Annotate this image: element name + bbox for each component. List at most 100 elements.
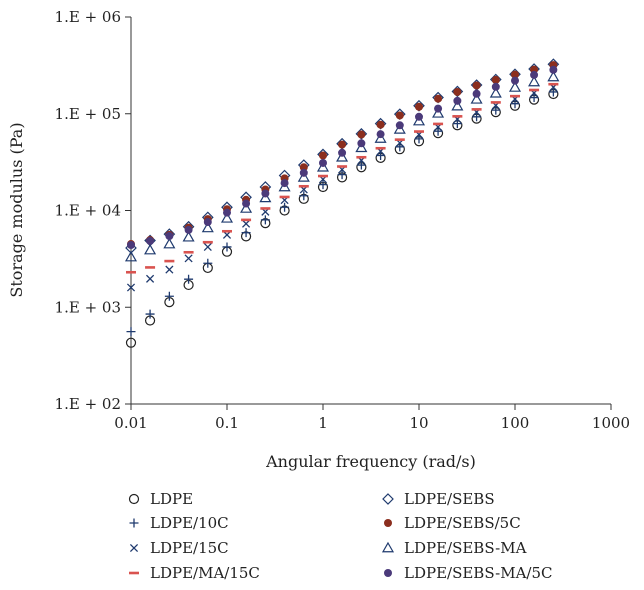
data-point xyxy=(510,94,520,98)
legend-label: LDPE/15C xyxy=(150,539,229,557)
data-point xyxy=(297,171,310,182)
data-point xyxy=(395,121,404,130)
data-series xyxy=(124,58,560,348)
data-point xyxy=(279,195,290,199)
legend-marker xyxy=(384,569,392,577)
data-point xyxy=(491,105,501,115)
y-ticks: 1.E + 02 1.E + 03 1.E + 04 1.E + 05 1.E + 06 xyxy=(55,8,131,413)
data-point xyxy=(203,242,212,252)
legend-item: LDPE/MA/15C xyxy=(129,564,260,582)
y-tick-label: 1.E + 04 xyxy=(55,202,121,220)
data-point xyxy=(165,265,174,274)
data-point xyxy=(146,236,155,245)
data-point xyxy=(415,102,423,111)
data-point xyxy=(376,130,385,139)
data-point xyxy=(356,160,366,170)
data-point xyxy=(375,146,386,150)
data-point xyxy=(355,127,368,140)
data-point xyxy=(145,309,155,319)
data-point xyxy=(433,122,444,126)
data-point xyxy=(491,82,500,91)
legend-item: LDPE/SEBS xyxy=(382,490,495,508)
y-tick-label: 1.E + 06 xyxy=(55,8,121,26)
data-point xyxy=(472,112,482,122)
data-point xyxy=(165,232,174,241)
data-point xyxy=(471,108,482,111)
data-point xyxy=(393,123,406,134)
data-point xyxy=(203,258,213,268)
data-point xyxy=(338,148,347,157)
data-point xyxy=(222,242,232,252)
legend-marker xyxy=(129,543,139,553)
data-point xyxy=(337,165,348,168)
legend-marker xyxy=(384,519,392,527)
data-point xyxy=(163,237,176,249)
data-point xyxy=(182,230,195,242)
legend-item: LDPE xyxy=(128,490,193,508)
data-point xyxy=(529,93,539,103)
data-point xyxy=(511,70,519,79)
data-point xyxy=(164,291,174,301)
legend-marker xyxy=(129,571,139,575)
data-point xyxy=(240,202,253,213)
data-point xyxy=(528,75,541,87)
data-point xyxy=(549,65,558,74)
legend: LDPE LDPE/10C LDPE/15C LDPE/MA/15C LDPE/SEBS… xyxy=(128,490,553,582)
data-point xyxy=(453,96,462,105)
data-point xyxy=(319,151,327,160)
data-point xyxy=(144,243,157,255)
data-point xyxy=(184,225,193,234)
legend-label: LDPE/SEBS-MA/5C xyxy=(404,564,553,582)
series-ldpe-ma-15c xyxy=(126,82,559,274)
data-point xyxy=(241,228,251,238)
data-point xyxy=(164,259,175,263)
data-point xyxy=(318,174,328,178)
data-point xyxy=(374,132,387,143)
data-point xyxy=(548,82,559,86)
data-point xyxy=(242,199,251,208)
data-point xyxy=(222,229,232,233)
data-point xyxy=(336,137,348,150)
axes xyxy=(130,17,611,405)
data-point xyxy=(299,191,309,201)
data-point xyxy=(220,212,234,223)
legend-label: LDPE/10C xyxy=(150,514,229,532)
data-point xyxy=(452,119,462,129)
y-axis-title: Storage modulus (Pa) xyxy=(7,122,26,297)
data-point xyxy=(202,240,213,244)
legend-label: LDPE xyxy=(150,490,193,508)
data-point xyxy=(452,115,463,118)
data-point xyxy=(470,93,483,104)
legend-marker xyxy=(129,518,139,528)
x-tick-label: 1 xyxy=(318,414,328,432)
data-point xyxy=(414,130,424,133)
data-point xyxy=(548,87,558,97)
data-point xyxy=(472,81,481,90)
legend-item: LDPE/SEBS-MA/5C xyxy=(384,564,553,582)
data-point xyxy=(337,170,347,180)
y-tick-label: 1.E + 05 xyxy=(55,105,121,123)
x-tick-label: 0.01 xyxy=(114,414,147,432)
data-point xyxy=(338,140,347,149)
data-point xyxy=(278,180,291,192)
data-point xyxy=(415,112,423,121)
data-point xyxy=(241,218,252,222)
legend-item: LDPE/SEBS-MA xyxy=(381,539,527,557)
data-point xyxy=(125,337,137,348)
legend-item: LDPE/10C xyxy=(129,514,229,532)
data-point xyxy=(316,161,330,172)
data-point xyxy=(510,99,520,109)
data-point xyxy=(529,88,540,92)
data-point xyxy=(201,221,214,233)
data-point xyxy=(184,254,193,263)
data-point xyxy=(376,120,385,129)
data-point xyxy=(356,155,367,159)
data-point xyxy=(336,151,349,162)
data-point xyxy=(260,215,270,225)
data-point xyxy=(319,158,327,167)
data-point xyxy=(489,87,502,98)
legend-label: LDPE/SEBS xyxy=(404,490,495,508)
legend-item: LDPE/SEBS/5C xyxy=(384,514,521,532)
legend-item: LDPE/15C xyxy=(129,539,229,557)
